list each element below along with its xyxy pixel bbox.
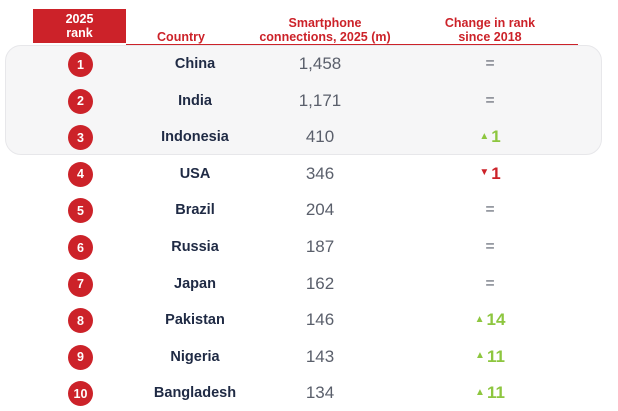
rank-badge: 4 <box>68 161 93 187</box>
table-row: 1 China 1,458 = <box>0 46 618 82</box>
connections-value: 410 <box>305 127 335 147</box>
rank-change: ▲ 11 <box>430 339 550 375</box>
rank-change: = <box>430 192 550 228</box>
rank-change: = <box>430 229 550 265</box>
country-name: India <box>178 92 212 109</box>
header-divider <box>126 44 578 45</box>
country-name: Indonesia <box>161 129 229 146</box>
rank-change: ▼ 1 <box>430 156 550 192</box>
rank-change: ▲ 14 <box>430 302 550 338</box>
header-change: Change in rank since 2018 <box>444 16 536 44</box>
rank-change-value: = <box>485 238 495 255</box>
country-name: Brazil <box>175 202 215 219</box>
rank-change-value: 14 <box>486 310 506 330</box>
table-row: 2 India 1,171 = <box>0 83 618 119</box>
triangle-down-icon: ▼ <box>479 167 490 179</box>
rank-badge: 6 <box>68 235 93 260</box>
country-name: Russia <box>171 239 219 255</box>
connections-value: 187 <box>305 237 335 256</box>
rank-change: = <box>430 46 550 82</box>
rank-change-value: = <box>485 201 495 219</box>
rank-badge: 3 <box>68 125 93 151</box>
table-row: 7 Japan 162 = <box>0 266 618 302</box>
triangle-up-icon: ▲ <box>475 350 485 362</box>
rank-badge: 10 <box>68 381 93 407</box>
connections-value: 143 <box>305 346 335 366</box>
table-row: 5 Brazil 204 = <box>0 192 618 228</box>
triangle-up-icon: ▲ <box>475 386 485 398</box>
country-name: Nigeria <box>170 348 220 365</box>
connections-value: 204 <box>305 200 335 220</box>
header-rank: 2025 rank <box>33 9 126 43</box>
rank-change-value: 11 <box>486 346 505 366</box>
connections-value: 134 <box>305 383 335 403</box>
connections-value: 346 <box>305 163 335 183</box>
rank-badge: 1 <box>68 52 93 77</box>
top-three-highlight <box>5 45 602 155</box>
rank-badge: 9 <box>68 344 93 370</box>
country-name: USA <box>179 165 211 182</box>
table-row: 8 Pakistan 146 ▲ 14 <box>0 302 618 338</box>
country-name: Japan <box>174 275 216 292</box>
rank-change: = <box>430 83 550 119</box>
connections-value: 146 <box>305 310 335 330</box>
connections-value: 1,171 <box>298 90 342 110</box>
table-row: 9 Nigeria 143 ▲ 11 <box>0 339 618 375</box>
rank-badge: 5 <box>68 198 93 224</box>
triangle-up-icon: ▲ <box>474 313 485 325</box>
rank-change-value: 1 <box>491 127 501 147</box>
rank-change-value: 11 <box>486 383 505 403</box>
rank-badge: 7 <box>68 271 93 297</box>
rank-badge: 2 <box>68 88 93 114</box>
table-row: 10 Bangladesh 134 ▲ 11 <box>0 375 618 411</box>
table-row: 4 USA 346 ▼ 1 <box>0 156 618 192</box>
header-connections: Smartphone connections, 2025 (m) <box>259 16 391 44</box>
connections-value: 162 <box>305 273 335 293</box>
rank-change: = <box>430 266 550 302</box>
country-name: Pakistan <box>165 312 225 329</box>
triangle-up-icon: ▲ <box>479 130 490 142</box>
rank-change-value: 1 <box>491 163 501 183</box>
table-row: 3 Indonesia 410 ▲ 1 <box>0 119 618 155</box>
rank-change-value: = <box>485 91 495 109</box>
rank-change: ▲ 1 <box>430 119 550 155</box>
rank-badge: 8 <box>68 308 93 334</box>
connections-value: 1,458 <box>298 54 342 73</box>
table-row: 6 Russia 187 = <box>0 229 618 265</box>
rank-change: ▲ 11 <box>430 375 550 411</box>
header-country: Country <box>157 30 205 44</box>
rank-change-value: = <box>485 55 495 72</box>
country-name: China <box>174 56 216 72</box>
country-name: Bangladesh <box>153 385 237 402</box>
rank-change-value: = <box>485 274 495 292</box>
